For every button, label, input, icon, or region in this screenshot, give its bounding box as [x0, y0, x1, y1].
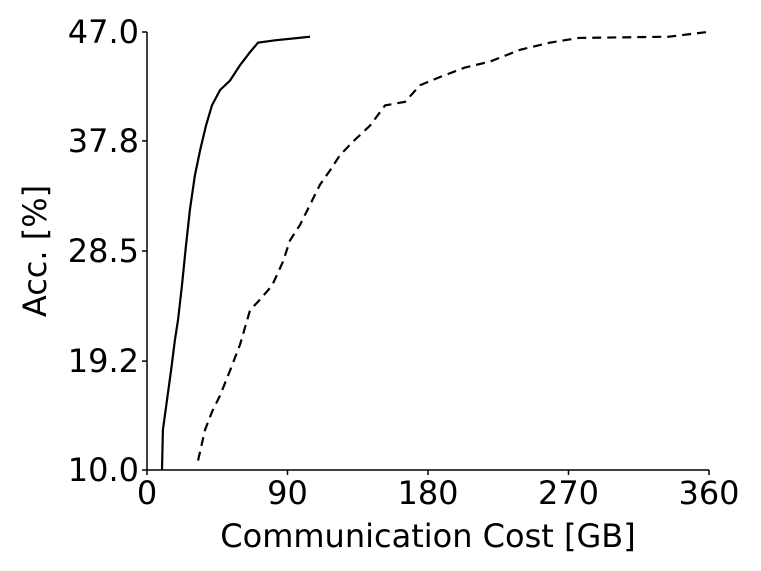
y-tick-label: 19.2 — [68, 342, 139, 380]
y-axis-label: Acc. [%] — [16, 185, 54, 317]
y-tick-label: 10.0 — [68, 451, 139, 489]
data-line — [160, 35, 311, 471]
x-axis-label: Communication Cost [GB] — [220, 517, 635, 555]
y-tick-label: 28.5 — [68, 232, 139, 270]
x-tick-label: 360 — [678, 474, 739, 512]
x-tick-label: 0 — [137, 474, 157, 512]
x-tick-label: 90 — [267, 474, 308, 512]
x-tick-label: 180 — [397, 474, 458, 512]
y-tick-label: 37.8 — [68, 122, 139, 160]
x-tick-label: 270 — [538, 474, 599, 512]
data-line — [196, 30, 708, 461]
y-tick-label: 47.0 — [68, 13, 139, 51]
